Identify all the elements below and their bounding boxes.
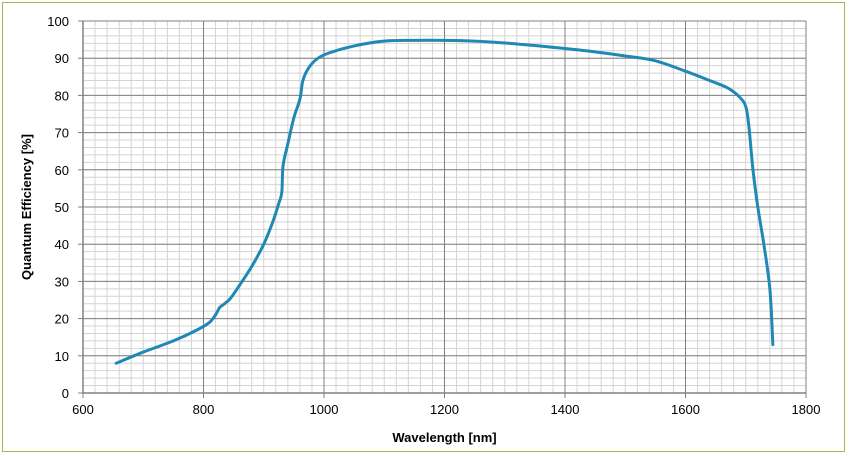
series-line-qe <box>114 38 775 365</box>
y-tick-labels: 0 10 20 30 40 50 60 70 80 90 100 <box>47 14 83 401</box>
y-axis-title: Quantum Efficiency [%] <box>19 134 34 280</box>
y-tick-label: 40 <box>55 237 69 252</box>
y-tick-label: 100 <box>47 14 69 29</box>
y-tick-label: 90 <box>55 51 69 66</box>
x-tick-labels: 600 800 1000 1200 1400 1600 1800 <box>72 393 820 417</box>
x-tick-label: 1800 <box>792 402 821 417</box>
y-tick-label: 70 <box>55 126 69 141</box>
y-tick-label: 80 <box>55 88 69 103</box>
x-tick-label: 1000 <box>310 402 339 417</box>
y-tick-label: 0 <box>62 386 69 401</box>
x-tick-label: 1200 <box>430 402 459 417</box>
y-tick-label: 30 <box>55 274 69 289</box>
x-tick-label: 1600 <box>671 402 700 417</box>
x-tick-label: 600 <box>72 402 94 417</box>
y-tick-label: 20 <box>55 312 69 327</box>
y-tick-label: 50 <box>55 200 69 215</box>
x-tick-label: 1400 <box>551 402 580 417</box>
y-tick-label: 10 <box>55 349 69 364</box>
x-axis-title: Wavelength [nm] <box>392 430 496 445</box>
y-tick-label: 60 <box>55 163 69 178</box>
x-tick-label: 800 <box>193 402 215 417</box>
